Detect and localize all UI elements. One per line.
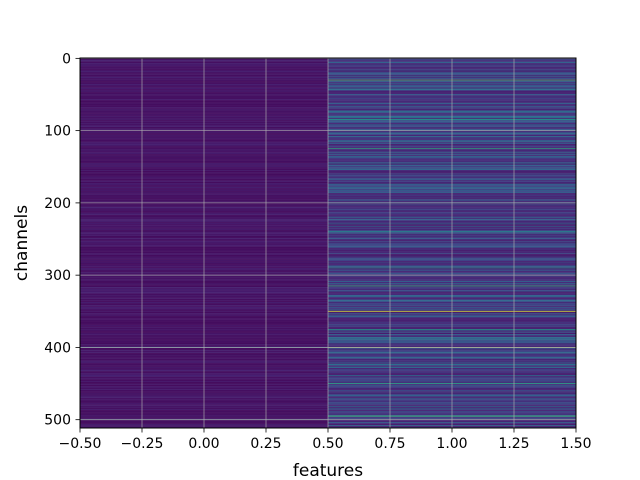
y-axis-label: channels <box>12 205 32 281</box>
x-tick-label: 1.50 <box>560 436 591 452</box>
y-tick-label: 200 <box>44 196 71 212</box>
x-tick-label: 0.50 <box>312 436 343 452</box>
x-tick-label: 0.00 <box>188 436 219 452</box>
y-tick-label: 100 <box>44 124 71 140</box>
x-tick-label: −0.25 <box>121 436 164 452</box>
x-tick-label: −0.50 <box>59 436 102 452</box>
x-axis-label: features <box>293 461 363 480</box>
y-tick-label: 500 <box>44 413 71 429</box>
x-tick-label: 0.25 <box>250 436 281 452</box>
x-axis-ticks: −0.50 −0.25 0.00 0.25 0.50 0.75 1.00 1.25 1.50 <box>59 428 592 452</box>
y-tick-label: 300 <box>44 268 71 284</box>
x-tick-label: 1.00 <box>436 436 467 452</box>
y-tick-label: 0 <box>62 51 71 67</box>
x-tick-label: 0.75 <box>374 436 405 452</box>
x-tick-label: 1.25 <box>498 436 529 452</box>
y-axis-ticks: 0 100 200 300 400 500 <box>44 51 80 429</box>
y-tick-label: 400 <box>44 340 71 356</box>
